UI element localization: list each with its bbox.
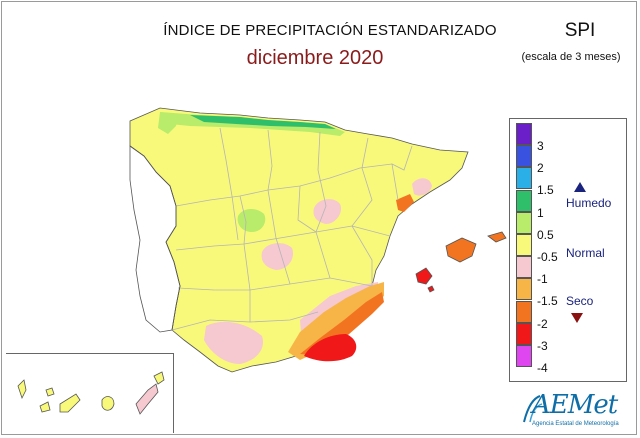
legend-swatch xyxy=(516,123,532,145)
index-name: SPI xyxy=(564,20,596,41)
balearic-mallorca xyxy=(445,237,477,263)
period-subtitle: diciembre 2020 xyxy=(246,47,384,69)
dry-pink-center xyxy=(261,243,294,270)
aemet-logo-tagline: Agencia Estatal de Meteorología xyxy=(532,421,619,427)
dry-pink-southwest xyxy=(204,321,264,364)
moderately-dry-southeast xyxy=(288,282,384,360)
aemet-logo: AEMet Agencia Estatal de Meteorología xyxy=(520,390,628,430)
aemet-logo-text: AEMet xyxy=(532,390,618,420)
legend-swatch xyxy=(516,256,532,279)
scale-note: (escala de 3 meses) xyxy=(521,51,621,63)
legend-swatch xyxy=(516,167,532,190)
legend-tick-label: 1 xyxy=(537,205,544,220)
legend-tick-label: -0.5 xyxy=(537,250,558,264)
severely-dry-valencia-coast xyxy=(396,194,414,212)
legend-tick-label: 0.5 xyxy=(537,227,554,242)
legend-swatch xyxy=(516,145,532,168)
dry-arrow-icon xyxy=(571,313,583,323)
legend-tick-label: 3 xyxy=(537,139,544,153)
page-title: ÍNDICE DE PRECIPITACIÓN ESTANDARIZADO xyxy=(163,22,497,39)
dry-pink-east xyxy=(313,199,342,224)
portugal-border xyxy=(129,145,181,331)
peninsula-land xyxy=(129,107,469,373)
canary-el-hierro xyxy=(39,401,51,413)
wet-northwest-patch xyxy=(158,112,178,134)
canary-la-palma xyxy=(17,379,27,400)
legend-category-wet: Humedo xyxy=(566,196,612,210)
canary-lanzarote xyxy=(153,371,165,385)
canary-gran-canaria xyxy=(101,396,115,411)
canary-inset-frame xyxy=(6,353,174,433)
legend-swatch xyxy=(516,322,532,345)
legend: 3 2 1.5 1 0.5 -0.5 -1 -1.5 -2 -3 -4 xyxy=(509,118,627,382)
aemet-swoosh-icon xyxy=(523,395,542,423)
balearic-formentera xyxy=(427,285,435,293)
balearic-ibiza xyxy=(415,267,433,285)
dry-pink-catalonia xyxy=(412,178,432,196)
legend-category-dry: Seco xyxy=(566,294,594,308)
region-borders xyxy=(171,127,413,331)
legend-tick-label: -1.5 xyxy=(537,294,558,309)
legend-tick-label: -3 xyxy=(537,338,548,353)
legend-swatch xyxy=(516,300,532,323)
legend-tick-label: -1 xyxy=(537,272,548,287)
legend-swatch xyxy=(516,189,532,212)
canary-fuerteventura xyxy=(135,383,159,415)
legend-swatch xyxy=(516,345,532,367)
legend-tick-label: -2 xyxy=(537,316,548,331)
canary-islands xyxy=(17,371,165,415)
legend-swatch xyxy=(516,278,532,301)
balearic-menorca xyxy=(487,231,507,243)
legend-tick-label: 2 xyxy=(537,161,544,176)
severely-dry-southeast xyxy=(300,292,384,356)
very-wet-north-band xyxy=(190,115,336,129)
wet-arrow-icon xyxy=(574,182,586,192)
canary-la-gomera xyxy=(45,387,55,397)
legend-swatch xyxy=(516,211,532,234)
legend-swatch xyxy=(516,234,532,256)
legend-category-normal: Normal xyxy=(566,246,605,260)
canary-tenerife xyxy=(59,393,81,413)
extremely-dry-southeast xyxy=(304,334,357,362)
legend-tick-label: -4 xyxy=(537,361,548,375)
legend-tick-label: 1.5 xyxy=(537,183,554,198)
